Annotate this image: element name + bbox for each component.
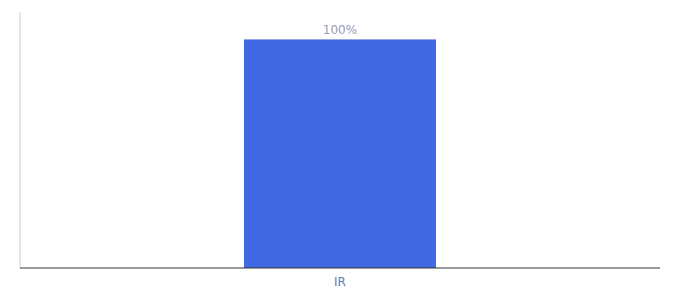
y-axis-line [20, 12, 21, 268]
bars [244, 39, 436, 268]
x-axis-line [20, 268, 660, 269]
bar [244, 39, 436, 268]
data-label: 100% [323, 23, 357, 37]
chart: 100% IR [0, 0, 680, 300]
chart-container: 100% IR [0, 0, 680, 300]
x-tick-label: IR [334, 275, 346, 289]
